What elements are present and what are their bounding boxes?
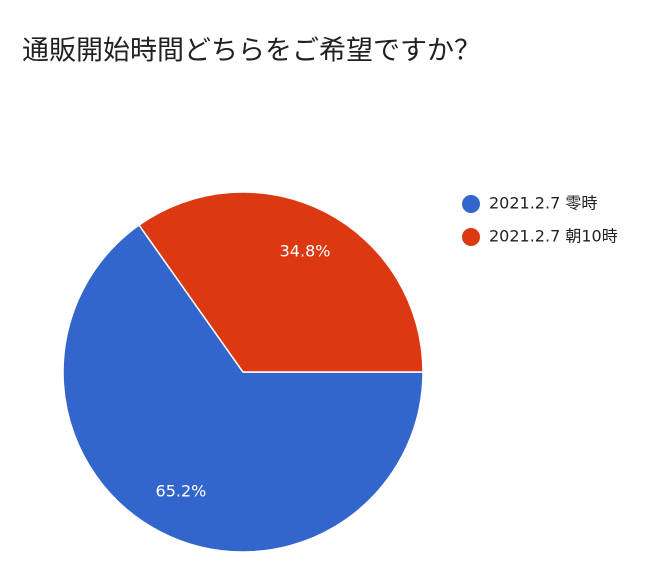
chart-title: 通販開始時間どちらをご希望ですか？ (22, 36, 481, 67)
value-label: 65.2% (156, 481, 207, 500)
legend-label: 2021.2.7 朝10時 (489, 227, 618, 246)
pie-slice (62, 224, 424, 553)
pie-slice (137, 191, 424, 373)
legend-label: 2021.2.7 零時 (489, 194, 597, 213)
legend-marker (462, 195, 480, 213)
legend-marker (462, 228, 480, 246)
value-label: 34.8% (280, 242, 331, 261)
